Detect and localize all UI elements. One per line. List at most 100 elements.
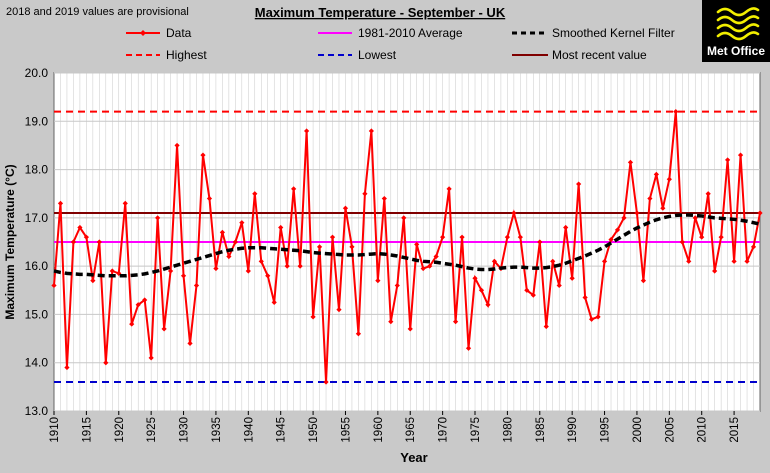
data-point [116,270,122,276]
data-point [96,239,102,245]
legend-lowest-label: Lowest [358,48,397,62]
data-point [226,253,232,260]
data-point [258,258,264,264]
data-series-line [53,111,761,383]
data-point [206,195,213,202]
data-point [446,186,452,192]
x-tick-label: 1995 [600,417,612,443]
data-point [77,224,83,231]
data-point [692,215,698,221]
data-point [142,297,148,303]
data-point [485,302,491,308]
legend-item-lowest: Lowest [318,48,397,62]
data-point [686,258,692,264]
x-tick-label: 1950 [308,417,320,443]
data-point [103,360,109,366]
x-tick-label: 1970 [438,417,450,443]
y-tick-label: 19.0 [25,114,49,128]
y-axis-ticks: 13.0 14.0 15.0 16.0 17.0 18.0 19.0 20.0 [25,66,49,418]
x-tick-label: 1985 [535,417,547,443]
data-point [472,275,478,281]
y-tick-label: 18.0 [25,163,49,177]
x-tick-label: 2000 [632,417,644,443]
data-point [718,234,724,240]
data-point [737,152,744,158]
x-tick-label: 1945 [276,417,288,443]
data-point [336,307,342,313]
data-point [394,282,400,289]
series-layer [51,109,763,385]
data-point [517,234,523,240]
data-point [478,287,485,293]
data-point [414,241,420,248]
x-tick-label: 1930 [179,417,191,443]
data-point [511,210,517,216]
data-point [148,355,154,361]
data-point [375,278,381,284]
y-tick-label: 13.0 [25,404,49,418]
data-point [679,239,685,245]
data-point [304,128,310,134]
data-point [712,268,718,274]
data-point [440,234,446,240]
data-point [64,364,70,371]
y-tick-label: 16.0 [25,259,49,273]
data-point [725,157,731,163]
data-point [673,109,679,115]
x-tick-label: 1960 [373,417,385,443]
data-point [750,244,757,250]
legend: Data 1981-2010 Average Smoothed Kernel F… [126,26,675,62]
data-point [316,244,323,250]
data-point [57,200,64,206]
x-tick-label: 1940 [243,417,255,443]
data-point [452,319,459,325]
logo-waves-icon [716,7,760,41]
data-point [155,215,161,221]
data-point [310,314,316,320]
data-point [614,227,621,233]
data-point [537,239,543,245]
data-point [699,234,705,240]
legend-smoothed-label: Smoothed Kernel Filter [552,26,675,40]
data-point [122,200,128,206]
y-tick-label: 20.0 [25,66,49,80]
x-axis-ticks: 1910 1915 1920 1925 1930 1935 1940 1945 1950 1955… [49,411,741,443]
legend-average-label: 1981-2010 Average [358,26,463,40]
data-point [608,236,614,243]
smoothed-series-line [53,213,761,278]
legend-data-marker [140,30,146,36]
data-point [381,195,387,202]
legend-recent-label: Most recent value [552,48,647,62]
x-tick-label: 1910 [49,417,61,443]
data-point [349,244,355,250]
legend-item-recent: Most recent value [512,48,647,62]
y-tick-label: 14.0 [25,356,49,370]
data-point [420,265,426,272]
legend-data-label: Data [166,26,192,40]
data-point [757,210,763,216]
data-point [627,159,634,165]
x-tick-label: 2005 [664,417,676,443]
legend-item-average: 1981-2010 Average [318,26,463,40]
data-point [550,258,556,264]
data-point [640,278,647,284]
x-axis-label: Year [400,450,427,465]
x-tick-label: 1980 [502,417,514,443]
data-point [388,319,394,325]
data-point [213,265,219,272]
data-point [530,292,536,298]
data-point [265,273,271,279]
data-point [524,287,530,293]
data-point [666,176,672,182]
data-point [433,253,439,260]
data-point [284,263,290,269]
data-point [180,273,187,279]
data-point [647,195,653,202]
y-tick-label: 17.0 [25,211,49,225]
data-point [51,282,57,289]
x-tick-label: 1935 [211,417,223,443]
data-point [70,239,77,245]
data-point [563,224,569,231]
legend-highest-label: Highest [166,48,207,62]
